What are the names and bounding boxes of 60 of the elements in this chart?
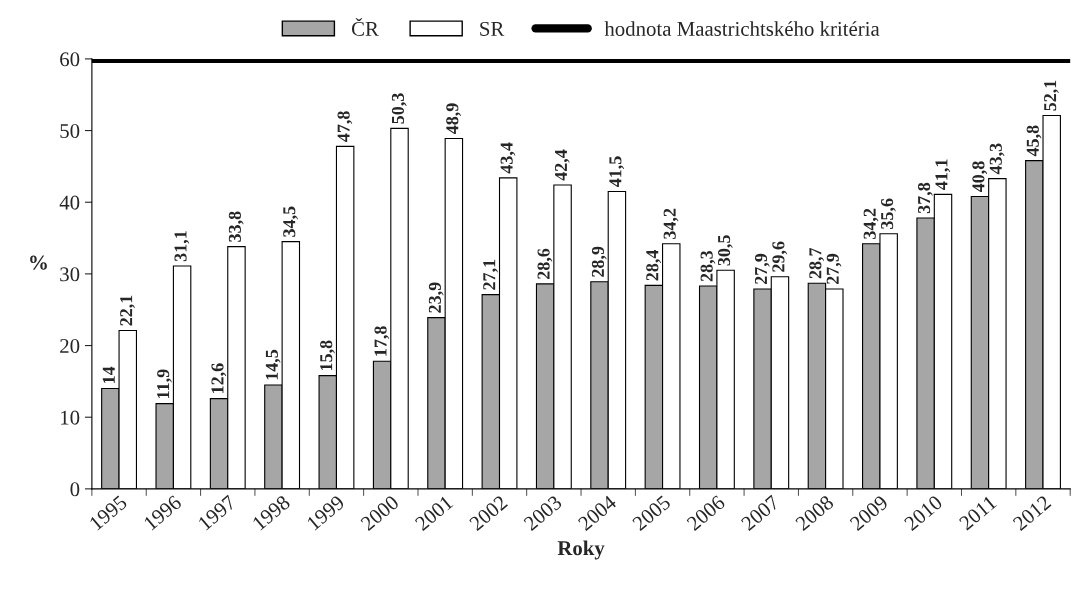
data-label: 48,9 [446, 103, 461, 135]
data-label: 14,5 [265, 349, 281, 380]
y-tick-label: 10 [61, 410, 80, 425]
data-label: 27,1 [483, 259, 498, 290]
data-label: 22,1 [120, 295, 135, 326]
data-label: 17,8 [374, 326, 390, 356]
y-axis-title: % [30, 255, 47, 270]
data-label: 43,3 [989, 143, 1005, 175]
data-label: 34,2 [863, 208, 879, 239]
data-label: 12,6 [211, 363, 227, 393]
data-label: 11,9 [157, 369, 172, 398]
data-label: 27,9 [754, 253, 770, 285]
x-tick-label: 2011 [958, 495, 998, 531]
data-label: 28,6 [537, 248, 553, 279]
x-tick-label: 2012 [1012, 494, 1052, 532]
data-label: 28,7 [809, 247, 825, 279]
data-label: 15,8 [320, 340, 335, 371]
x-tick-label: 2009 [849, 494, 889, 532]
data-label: 40,8 [972, 161, 988, 193]
x-tick-label: 2008 [794, 494, 835, 532]
data-label: 29,6 [772, 241, 788, 272]
data-label: 50,3 [391, 93, 407, 124]
data-label: 41,5 [609, 156, 625, 188]
data-label: 34,5 [283, 206, 298, 237]
y-tick-label: 50 [60, 123, 80, 138]
data-label: 28,3 [700, 250, 716, 282]
data-label: 23,9 [428, 282, 444, 313]
data-label: 47,8 [337, 111, 353, 142]
y-tick-label: 0 [70, 482, 80, 497]
x-tick-label: 2003 [523, 494, 563, 532]
x-tick-label: 2000 [359, 494, 400, 532]
data-label: 37,8 [917, 182, 933, 214]
x-tick-label: 2004 [577, 494, 618, 532]
y-tick-label: 30 [60, 267, 80, 282]
y-tick-label: 40 [59, 195, 80, 210]
data-label: 31,1 [174, 231, 190, 262]
x-tick-label: 2010 [903, 494, 944, 532]
data-label: 27,9 [826, 253, 842, 285]
data-label: 14 [102, 366, 115, 383]
y-tick-label: 60 [60, 52, 80, 67]
data-label: 33,8 [228, 211, 244, 242]
data-label: 45,8 [1026, 125, 1042, 157]
data-label: 52,1 [1044, 80, 1059, 111]
data-label: 35,6 [881, 198, 896, 229]
legend-label: SR [480, 21, 505, 36]
data-label: 34,2 [663, 208, 679, 239]
x-tick-label: 2002 [468, 494, 509, 532]
data-label: 42,4 [554, 149, 570, 181]
legend-label: ČR [351, 17, 379, 36]
x-axis-title: Roky [557, 540, 605, 560]
data-label: 28,9 [591, 246, 607, 277]
x-tick-label: 1998 [251, 494, 291, 531]
legend-label: hodnota Maastrichtského kritéria [604, 21, 880, 36]
x-tick-label: 1999 [306, 494, 346, 531]
data-label: 41,1 [935, 159, 951, 190]
data-label: 28,4 [646, 249, 661, 281]
data-label: 30,5 [717, 235, 733, 266]
y-tick-label: 20 [60, 338, 80, 353]
data-label: 43,4 [500, 142, 516, 174]
x-tick-label: 2001 [414, 495, 454, 532]
